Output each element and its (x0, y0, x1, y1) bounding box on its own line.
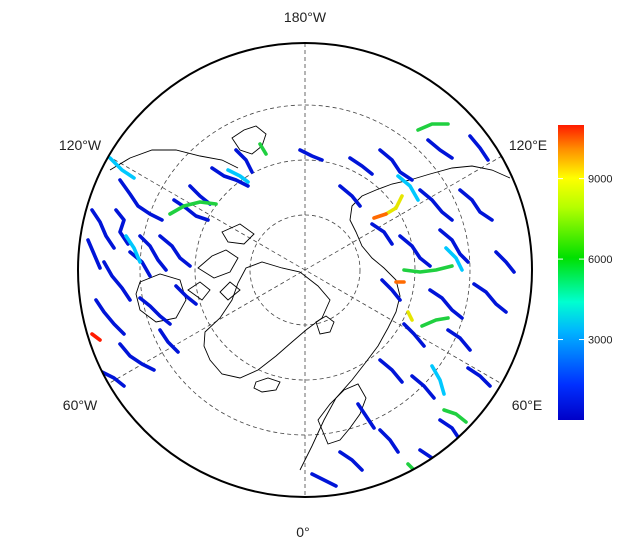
iceland-coast (253, 377, 281, 393)
label-60e: 60°E (512, 397, 543, 413)
eurasia-coast (299, 165, 511, 471)
label-60w: 60°W (63, 397, 98, 413)
label-120w: 120°W (59, 137, 102, 153)
alaska-coast (109, 149, 239, 171)
scandinavia-coast (317, 383, 367, 445)
svalbard-coast (315, 315, 335, 335)
greenland-coast (203, 261, 331, 379)
colorbar-tick-label: 9000 (588, 174, 612, 186)
chukotka-coast (231, 125, 267, 155)
canadian-archipelago (187, 223, 255, 301)
label-180w: 180°W (284, 9, 327, 25)
label-120e: 120°E (509, 137, 547, 153)
coastlines (109, 125, 511, 471)
colorbar-tick-label: 6000 (588, 254, 612, 266)
colorbar-tick-label: 3000 (588, 335, 612, 347)
map-border (77, 42, 533, 498)
colorbar: 3000 6000 9000 (558, 125, 612, 420)
colorbar-gradient (558, 125, 584, 420)
label-0: 0° (296, 524, 309, 540)
hudson-bay (135, 273, 187, 323)
river-network (86, 122, 516, 488)
